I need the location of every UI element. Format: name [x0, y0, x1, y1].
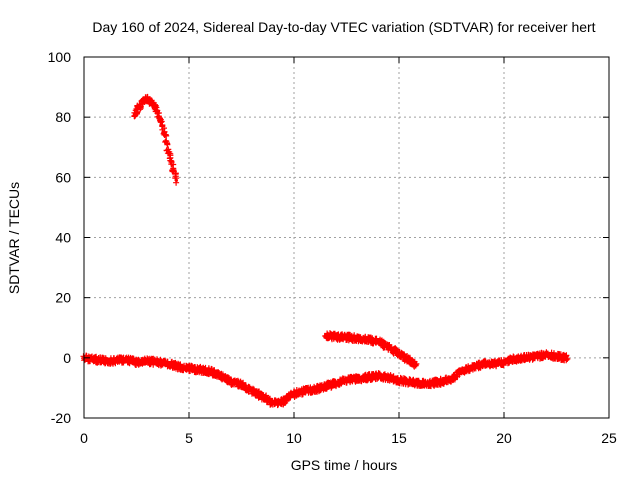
data-point: [334, 335, 338, 339]
series-mid-arc: [322, 330, 420, 370]
data-point: [174, 178, 178, 182]
data-point: [355, 377, 359, 381]
data-point: [260, 395, 265, 399]
data-point: [166, 148, 170, 152]
data-point: [365, 375, 370, 379]
data-point: [153, 106, 157, 110]
series-early-arc: [131, 93, 180, 186]
data-point: [565, 356, 569, 360]
y-tick-label: 80: [55, 109, 71, 125]
data-point: [376, 339, 380, 343]
data-point: [302, 389, 307, 393]
data-point: [344, 335, 349, 339]
data-point: [281, 399, 286, 404]
data-point: [512, 357, 517, 361]
data-point: [397, 351, 401, 355]
data-point: [323, 384, 328, 389]
chart-title: Day 160 of 2024, Sidereal Day-to-day VTE…: [92, 19, 595, 35]
data-point: [145, 359, 149, 363]
data-point: [132, 112, 136, 116]
y-tick-label: -20: [51, 410, 71, 426]
x-tick-label: 25: [601, 430, 617, 446]
data-point: [460, 369, 464, 373]
data-point: [523, 356, 527, 360]
data-point: [533, 354, 538, 358]
data-point: [239, 383, 244, 387]
data-point: [176, 365, 181, 369]
data-point: [554, 354, 559, 358]
data-point: [386, 345, 391, 349]
data-point: [166, 362, 170, 366]
x-axis-label: GPS time / hours: [291, 457, 398, 473]
x-tick-label: 20: [496, 430, 512, 446]
data-point: [92, 357, 97, 361]
data-point: [470, 365, 475, 369]
data-point: [170, 163, 174, 167]
data-point: [162, 130, 166, 134]
data-point: [271, 401, 275, 405]
data-point: [137, 106, 141, 110]
data-point: [344, 378, 349, 382]
y-tick-label: 100: [48, 49, 72, 65]
data-point: [407, 359, 412, 363]
data-point: [397, 378, 401, 382]
x-tick-label: 0: [80, 430, 88, 446]
data-point: [149, 100, 153, 104]
data-point: [481, 362, 485, 366]
data-point: [124, 357, 128, 361]
data-point: [365, 338, 370, 342]
data-point: [502, 360, 506, 364]
data-point: [103, 359, 107, 363]
data-point: [418, 381, 422, 386]
data-marks: [80, 93, 571, 409]
data-point: [355, 336, 359, 340]
data-point: [145, 97, 149, 101]
data-point: [334, 381, 338, 386]
data-point: [187, 366, 191, 370]
x-tick-label: 5: [185, 430, 193, 446]
data-point: [386, 375, 391, 379]
data-point: [313, 387, 317, 392]
data-point: [323, 333, 328, 337]
y-tick-label: 0: [63, 350, 71, 366]
data-point: [428, 381, 433, 386]
y-tick-label: 20: [55, 290, 71, 306]
data-point: [134, 360, 139, 364]
data-point: [376, 374, 380, 378]
y-tick-label: 40: [55, 230, 71, 246]
data-point: [407, 380, 412, 384]
data-point: [218, 374, 223, 378]
data-point: [439, 380, 443, 384]
x-tick-label: 10: [286, 430, 302, 446]
data-point: [155, 360, 160, 364]
data-point: [449, 377, 454, 381]
axis-ticks: 0 5 10 15 20 25 -20 0 20 40 60 80 100: [48, 49, 617, 446]
data-point: [544, 353, 548, 357]
data-point: [292, 392, 296, 396]
data-point: [250, 389, 254, 393]
y-tick-label: 60: [55, 169, 71, 185]
data-point: [208, 369, 212, 373]
data-point: [141, 100, 145, 104]
y-axis-label: SDTVAR / TECUs: [6, 182, 22, 294]
x-tick-label: 15: [391, 430, 407, 446]
data-point: [158, 115, 162, 119]
data-point: [229, 380, 233, 384]
data-point: [197, 368, 202, 372]
data-point: [113, 359, 118, 363]
data-point: [414, 363, 418, 367]
data-point: [491, 362, 496, 366]
